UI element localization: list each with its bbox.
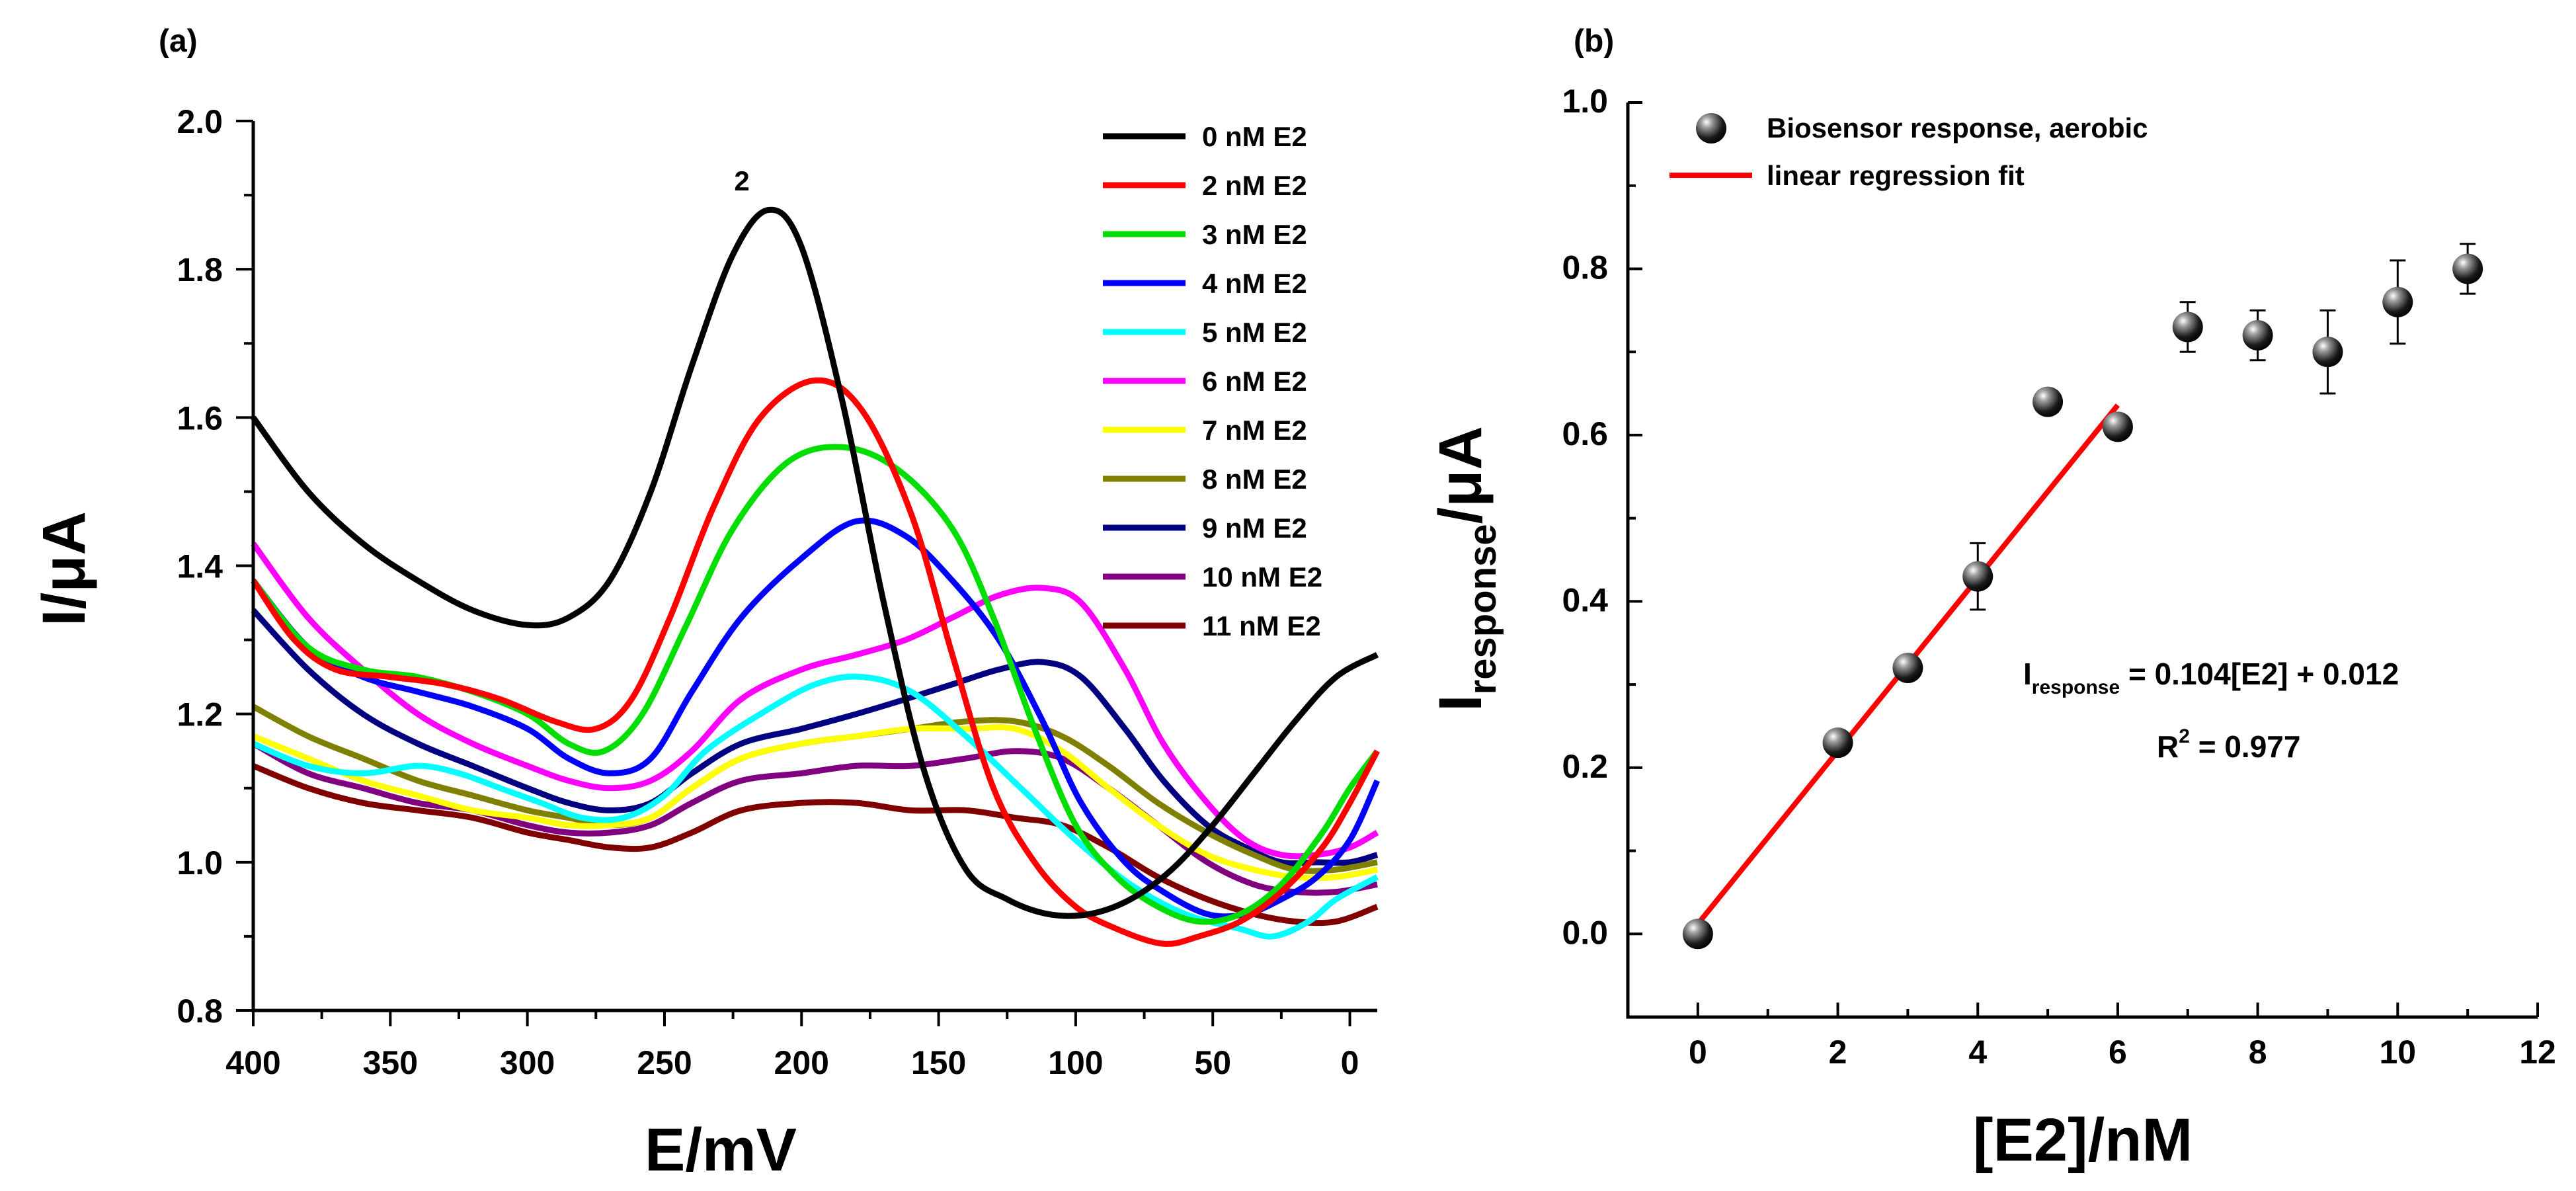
x-tick-label: 100 (1048, 1044, 1103, 1081)
r2-tail: = 0.977 (2190, 729, 2301, 764)
data-point (2172, 311, 2203, 343)
panel-a-label: (a) (159, 24, 198, 59)
ylabel-sub: response (1461, 524, 1504, 694)
y-tick-label: 0.8 (1562, 249, 1608, 286)
panel-b-ylabel: Iresponse/μA (1427, 426, 1504, 712)
data-point (2102, 411, 2133, 442)
legend-label: 5 nM E2 (1202, 317, 1307, 348)
x-tick-label: 0 (1689, 1034, 1707, 1071)
equation-tail: = 0.104[E2] + 0.012 (2120, 657, 2399, 691)
panel-a-axes (251, 121, 1377, 1012)
data-point (2312, 337, 2343, 368)
y-tick-label: 0.6 (1562, 415, 1608, 452)
r2-sup: 2 (2179, 725, 2190, 747)
equation-main: I (2023, 657, 2032, 691)
x-tick-label: 6 (2109, 1034, 2127, 1071)
y-tick-label: 1.0 (177, 844, 223, 882)
panel-b-ticks: 0 2 4 6 8 10 12 0.0 0.2 0.4 0.6 0.8 1.0 (1562, 83, 2556, 1071)
x-tick-label: 50 (1194, 1044, 1231, 1081)
y-tick-label: 0.0 (1562, 914, 1608, 951)
data-point (1682, 919, 1713, 950)
x-tick-label: 4 (1968, 1034, 1987, 1071)
panel-b-label: (b) (1574, 24, 1614, 59)
data-point (1892, 652, 1923, 683)
y-tick-label: 0.2 (1562, 748, 1608, 785)
legend-label: 4 nM E2 (1202, 268, 1307, 299)
series-line (251, 608, 1379, 866)
x-tick-label: 8 (2249, 1034, 2267, 1071)
data-point (1822, 727, 1853, 759)
data-point (1962, 561, 1993, 592)
x-tick-label: 150 (911, 1044, 966, 1081)
legend-label: 3 nM E2 (1202, 219, 1307, 250)
legend-label: 2 nM E2 (1202, 170, 1307, 201)
series-line (251, 542, 1379, 860)
data-point (2033, 386, 2064, 417)
ylabel-tail: /μA (1427, 426, 1494, 524)
x-tick-label: 0 (1341, 1044, 1359, 1081)
y-tick-label: 2.0 (177, 103, 223, 140)
legend-label: 9 nM E2 (1202, 513, 1307, 544)
y-tick-label: 0.8 (177, 993, 223, 1030)
panel-a-xlabel: E/mV (645, 1116, 797, 1184)
panel-a-legend: 0 nM E2 2 nM E2 3 nM E2 4 nM E2 5 nM E2 6 nM … (1103, 121, 1322, 641)
x-tick-label: 400 (225, 1044, 280, 1081)
series-line (251, 704, 1378, 874)
x-tick-label: 250 (637, 1044, 692, 1081)
legend-label: 7 nM E2 (1202, 415, 1307, 446)
panel-b-axes (1626, 103, 2538, 1019)
panel-b-xlabel: [E2]/nM (1973, 1106, 2193, 1174)
panel-b-points (1682, 243, 2483, 950)
y-tick-label: 1.8 (177, 251, 223, 288)
series-line (251, 377, 1380, 947)
panel-a: (a) 400 350 300 250 200 150 100 50 0 0.8 1.0 1.2 1.4… (30, 24, 1381, 1184)
panel-a-series (251, 206, 1381, 947)
x-tick-label: 300 (500, 1044, 555, 1081)
y-tick-label: 1.0 (1562, 83, 1608, 120)
x-tick-label: 350 (363, 1044, 418, 1081)
equation-sub: response (2032, 677, 2120, 698)
legend-label: 11 nM E2 (1202, 610, 1321, 641)
legend-label: 0 nM E2 (1202, 121, 1307, 152)
legend-label: 8 nM E2 (1202, 464, 1307, 495)
y-tick-label: 0.4 (1562, 581, 1608, 618)
series-line (251, 206, 1379, 919)
legend-biosensor: Biosensor response, aerobic (1767, 112, 2148, 144)
x-tick-label: 10 (2379, 1034, 2416, 1071)
r-squared: R2 = 0.977 (2157, 725, 2300, 764)
panel-a-ylabel: I/μA (30, 511, 98, 626)
x-tick-label: 12 (2519, 1034, 2556, 1071)
regression-equation: Iresponse = 0.104[E2] + 0.012 (2023, 657, 2399, 698)
series-line (251, 517, 1381, 920)
series-line (252, 673, 1379, 940)
panel-b: (b) 0 2 4 6 8 10 12 0.0 0.2 0.4 0.6 0.8 1.0 Biosenso… (1427, 24, 2556, 1174)
data-point (2242, 320, 2273, 351)
peak-annotation: 2 (734, 165, 749, 196)
legend-label: 6 nM E2 (1202, 366, 1307, 397)
series-line (252, 724, 1378, 882)
x-tick-label: 200 (774, 1044, 829, 1081)
series-line (252, 762, 1379, 926)
y-tick-label: 1.4 (177, 548, 223, 585)
data-point (2382, 286, 2413, 317)
panel-a-ticks: 400 350 300 250 200 150 100 50 0 0.8 1.0 1.2 1.4 1.6 1… (177, 103, 1359, 1081)
ylabel-main: I (1427, 694, 1494, 712)
legend-fit: linear regression fit (1767, 160, 2025, 191)
data-point (2452, 253, 2483, 284)
legend-marker-icon (1696, 113, 1726, 144)
y-tick-label: 1.6 (177, 399, 223, 436)
r2-main: R (2157, 729, 2179, 764)
legend-label: 10 nM E2 (1202, 561, 1322, 593)
x-tick-label: 2 (1829, 1034, 1847, 1071)
y-tick-label: 1.2 (177, 696, 223, 733)
